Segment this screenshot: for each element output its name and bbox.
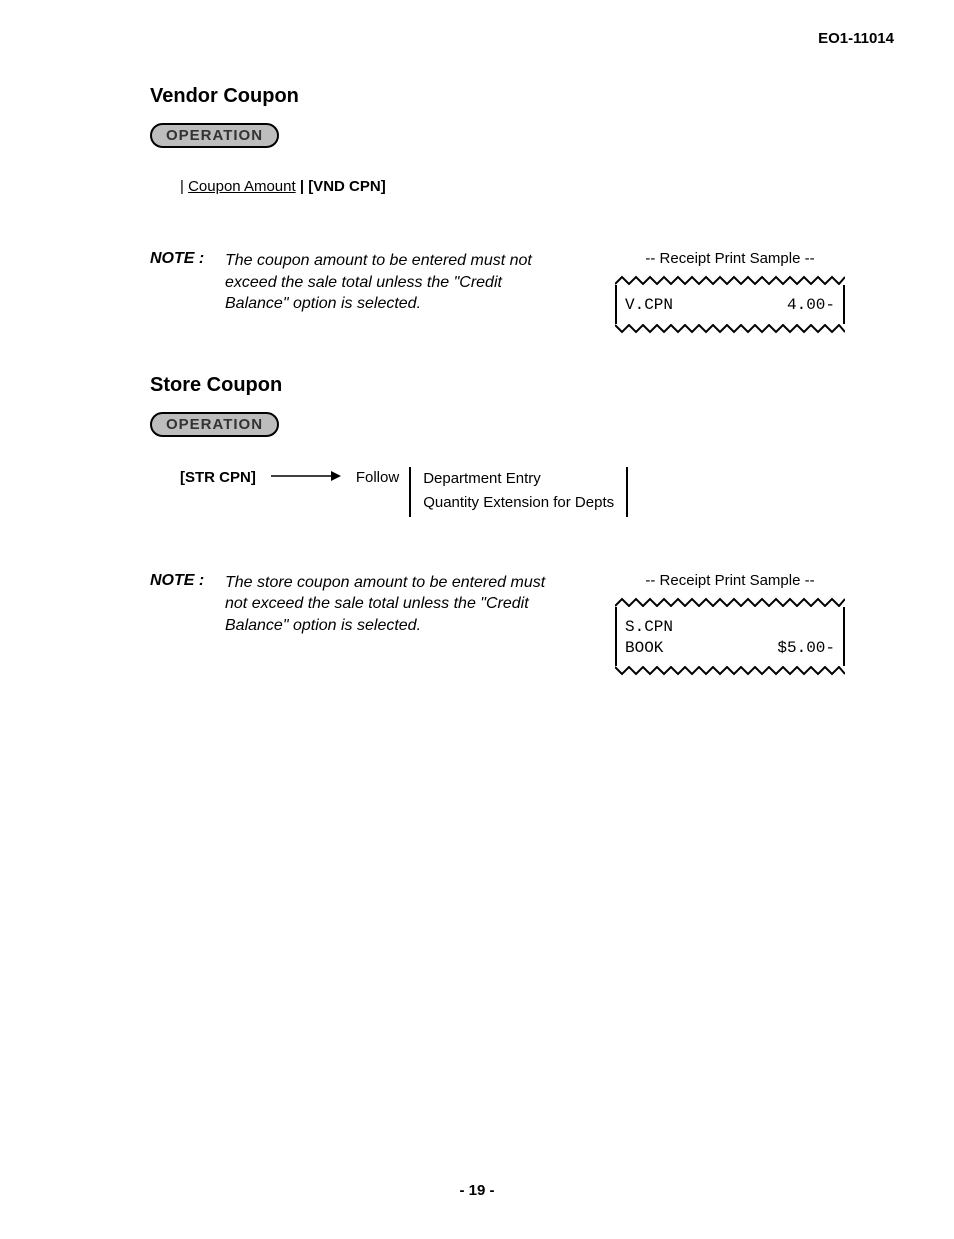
vendor-receipt-sample: V.CPN 4.00-: [615, 275, 845, 334]
store-receipt-row-1: S.CPN: [625, 617, 835, 638]
store-receipt-sample: S.CPN BOOK $5.00-: [615, 597, 845, 677]
vendor-note-label: NOTE :: [150, 250, 225, 268]
store-note-row: NOTE : The store coupon amount to be ent…: [150, 572, 894, 677]
store-operation-badge: OPERATION: [150, 412, 279, 437]
store-flow-box: Department Entry Quantity Extension for …: [409, 467, 628, 517]
vendor-note-row: NOTE : The coupon amount to be entered m…: [150, 250, 894, 334]
page: EO1-11014 Vendor Coupon OPERATION | Coup…: [0, 0, 954, 1239]
vendor-receipt-right: 4.00-: [787, 295, 835, 316]
receipt-bottom-edge: [615, 666, 845, 676]
store-note-label: NOTE :: [150, 572, 225, 590]
receipt-bottom-edge: [615, 324, 845, 334]
vendor-op-underlined: Coupon Amount: [188, 178, 296, 195]
vendor-receipt-column: -- Receipt Print Sample -- V.CPN 4.00-: [615, 250, 845, 334]
store-receipt-l1-left: S.CPN: [625, 617, 673, 638]
store-receipt-l2-left: BOOK: [625, 638, 663, 659]
store-flow-line1: Department Entry: [423, 467, 614, 491]
store-receipt-l2-right: $5.00-: [777, 638, 835, 659]
vendor-note-text: The coupon amount to be entered must not…: [225, 250, 565, 315]
store-receipt-row-2: BOOK $5.00-: [625, 638, 835, 659]
receipt-top-edge: [615, 275, 845, 285]
vendor-receipt-left: V.CPN: [625, 295, 673, 316]
store-operation-flow: [STR CPN] Follow Department Entry Quanti…: [180, 467, 894, 517]
store-note-text: The store coupon amount to be entered mu…: [225, 572, 565, 637]
vendor-operation-badge: OPERATION: [150, 123, 279, 148]
store-flow-line2: Quantity Extension for Depts: [423, 491, 614, 515]
vendor-receipt-row: V.CPN 4.00-: [625, 295, 835, 316]
page-number: - 19 -: [0, 1182, 954, 1199]
vendor-op-suffix: | [VND CPN]: [296, 178, 386, 195]
store-receipt-title: -- Receipt Print Sample --: [615, 572, 845, 589]
vendor-receipt-title: -- Receipt Print Sample --: [615, 250, 845, 267]
arrow-icon: [271, 467, 341, 487]
store-flow-follow: Follow: [356, 467, 399, 486]
vendor-op-prefix: |: [180, 178, 188, 195]
receipt-top-edge: [615, 597, 845, 607]
store-section-title: Store Coupon: [150, 374, 894, 397]
store-flow-key: [STR CPN]: [180, 467, 256, 486]
vendor-section-title: Vendor Coupon: [150, 85, 894, 108]
store-receipt-column: -- Receipt Print Sample -- S.CPN BOOK $5…: [615, 572, 845, 677]
document-id: EO1-11014: [818, 30, 894, 47]
store-receipt-body: S.CPN BOOK $5.00-: [615, 607, 845, 667]
vendor-operation-line: | Coupon Amount | [VND CPN]: [180, 178, 894, 195]
vendor-receipt-body: V.CPN 4.00-: [615, 285, 845, 324]
